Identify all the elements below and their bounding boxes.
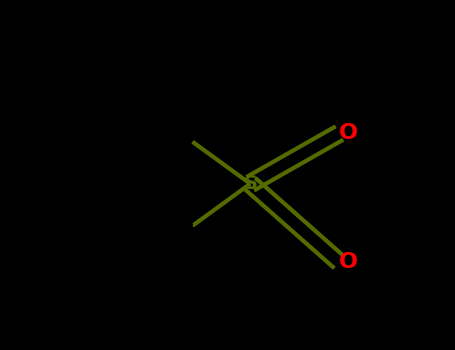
Text: S: S xyxy=(243,174,257,193)
Text: O: O xyxy=(339,123,358,143)
Text: O: O xyxy=(339,252,358,273)
